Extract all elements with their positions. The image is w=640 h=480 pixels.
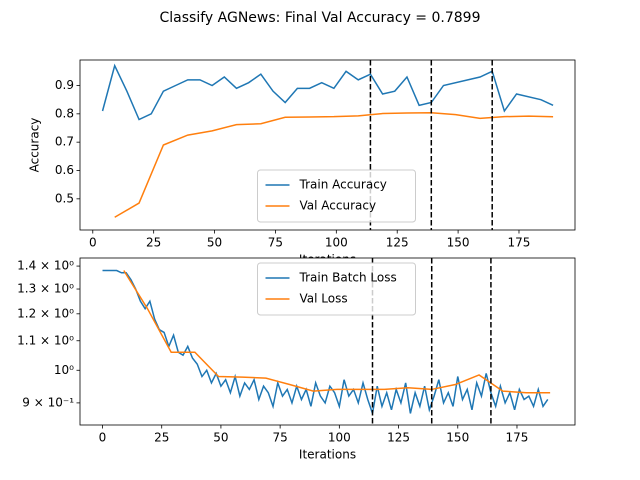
x-tick-label: 50 — [207, 236, 222, 250]
series-line — [101, 63, 554, 121]
x-axis-label: Iterations — [299, 448, 356, 462]
series-line — [102, 269, 549, 414]
y-tick-label: 9 × 10⁻¹ — [22, 395, 74, 409]
x-tick-label: 0 — [99, 431, 107, 445]
x-tick-label: 125 — [387, 431, 410, 445]
legend: Train Batch Loss Val Loss — [257, 262, 416, 316]
legend-box — [257, 262, 416, 316]
x-tick-label: 25 — [146, 236, 161, 250]
x-tick-label: 125 — [386, 236, 409, 250]
x-tick-label: 175 — [508, 236, 531, 250]
x-tick-label: 75 — [268, 236, 283, 250]
x-tick-label: 150 — [446, 431, 469, 445]
y-tick-label: 0.8 — [55, 106, 74, 120]
axes-frame — [79, 59, 576, 231]
legend-label: Val Loss — [300, 292, 348, 306]
series-line — [123, 270, 551, 394]
x-tick-label: 100 — [328, 431, 351, 445]
y-tick-label: 10⁰ — [54, 363, 74, 377]
y-tick-label: 1.3 × 10⁰ — [17, 282, 74, 296]
y-tick-label: 0.5 — [55, 191, 74, 205]
y-tick-label: 1.2 × 10⁰ — [17, 306, 74, 320]
y-tick-label: 0.9 — [55, 78, 74, 92]
legend-label: Val Accuracy — [300, 199, 377, 213]
plot-area — [102, 258, 551, 425]
y-tick-label: 0.6 — [55, 163, 74, 177]
legend-box — [257, 169, 416, 223]
axes-frame — [79, 257, 576, 426]
x-tick-label: 100 — [325, 236, 348, 250]
plot-area — [101, 60, 554, 230]
x-tick-label: 50 — [213, 431, 228, 445]
legend: Train Accuracy Val Accuracy — [257, 169, 416, 223]
y-tick-label: 1.1 × 10⁰ — [17, 333, 74, 347]
x-tick-label: 150 — [447, 236, 470, 250]
series-line — [114, 111, 554, 218]
y-axis-label: Accuracy — [28, 118, 42, 173]
legend-label: Train Batch Loss — [299, 271, 397, 285]
x-tick-label: 0 — [89, 236, 97, 250]
figure-title: Classify AGNews: Final Val Accuracy = 0.… — [160, 10, 481, 26]
x-tick-label: 25 — [154, 431, 169, 445]
x-tick-label: 175 — [506, 431, 529, 445]
y-tick-label: 1.4 × 10⁰ — [17, 259, 74, 273]
x-tick-label: 75 — [272, 431, 287, 445]
y-tick-label: 0.7 — [55, 135, 74, 149]
legend-label: Train Accuracy — [299, 178, 387, 192]
